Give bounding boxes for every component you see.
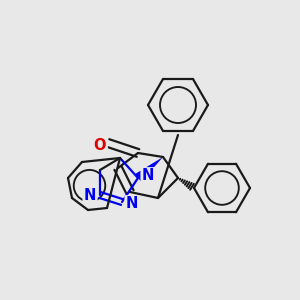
Text: N: N [142,169,154,184]
Text: N: N [126,196,138,211]
Text: N: N [84,188,96,202]
Polygon shape [135,157,163,182]
Text: N: N [126,196,138,211]
Text: O: O [94,137,106,152]
Text: O: O [94,137,106,152]
Text: N: N [142,169,154,184]
Text: N: N [84,188,96,202]
